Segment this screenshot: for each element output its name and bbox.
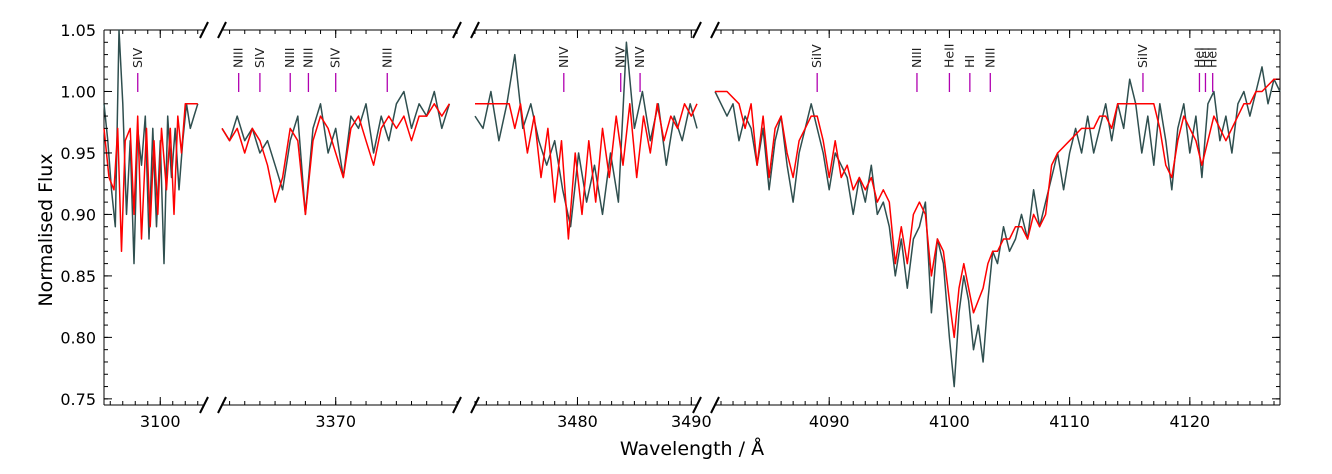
line-id-label: SIV: [130, 47, 145, 68]
line-id-label: HI: [962, 55, 977, 68]
axis-break-mark: [710, 21, 720, 39]
line-id-label: HeI: [1197, 47, 1212, 68]
axis-panel: 3100: [103, 21, 209, 431]
axis-break-mark: [710, 396, 720, 414]
line-id-label: HeI: [1191, 47, 1206, 68]
model-spectrum-line: [103, 103, 198, 253]
line-id-label: NIV: [613, 46, 628, 68]
line-id-label: NIII: [231, 48, 246, 68]
y-tick-label: 0.90: [60, 205, 96, 224]
line-id-label: HeII: [941, 44, 956, 68]
line-id-label: NIII: [282, 48, 297, 68]
axis-break-mark: [692, 21, 702, 39]
y-tick-label: 0.75: [60, 390, 96, 409]
axis-break-mark: [199, 21, 209, 39]
axis-panel: 3480 3490: [470, 21, 712, 431]
plot-area: 3100 3370 3480 3490 4090 4100 4110 4120 0.75 0.80…: [60, 21, 1281, 431]
x-tick-label: 3480: [557, 412, 598, 431]
axis-panel: 3370: [217, 21, 462, 431]
y-tick-label: 0.95: [60, 144, 96, 163]
line-id-label: NIII: [300, 48, 315, 68]
y-tick-label: 0.85: [60, 267, 96, 286]
y-axis-label: Normalised Flux: [35, 153, 57, 306]
x-tick-label: 3370: [315, 412, 356, 431]
line-id-label: NIII: [909, 48, 924, 68]
axis-break-mark: [199, 396, 209, 414]
x-tick-label: 3490: [671, 412, 712, 431]
line-id-label: SiIV: [809, 44, 824, 68]
line-id-label: HeI: [1205, 47, 1220, 68]
line-id-label: SIV: [252, 47, 267, 68]
x-tick-label: 4120: [1169, 412, 1210, 431]
x-tick-label: 4110: [1049, 412, 1090, 431]
y-tick-label: 1.05: [60, 21, 96, 40]
axis-panel: 4090 4100 4110 4120: [710, 21, 1281, 431]
line-id-label: SiIV: [1135, 44, 1150, 68]
x-tick-label: 4100: [929, 412, 970, 431]
line-id-label: NIV: [556, 46, 571, 68]
x-tick-label: 4090: [809, 412, 850, 431]
line-id-label: NIII: [982, 48, 997, 68]
line-id-label: SIV: [328, 47, 343, 68]
axis-break-mark: [692, 396, 702, 414]
y-tick-label: 0.80: [60, 328, 96, 347]
line-id-label: NIII: [379, 48, 394, 68]
line-id-label: NIV: [632, 46, 647, 68]
model-spectrum-line: [715, 78, 1280, 339]
x-tick-label: 3100: [140, 412, 181, 431]
y-tick-label: 1.00: [60, 82, 96, 101]
model-spectrum-line: [221, 103, 451, 216]
x-axis-label: Wavelength / Å: [620, 437, 764, 460]
observed-spectrum-line: [221, 90, 451, 216]
axis-break-mark: [217, 396, 227, 414]
model-spectrum-line: [475, 103, 698, 240]
axis-break-mark: [217, 21, 227, 39]
